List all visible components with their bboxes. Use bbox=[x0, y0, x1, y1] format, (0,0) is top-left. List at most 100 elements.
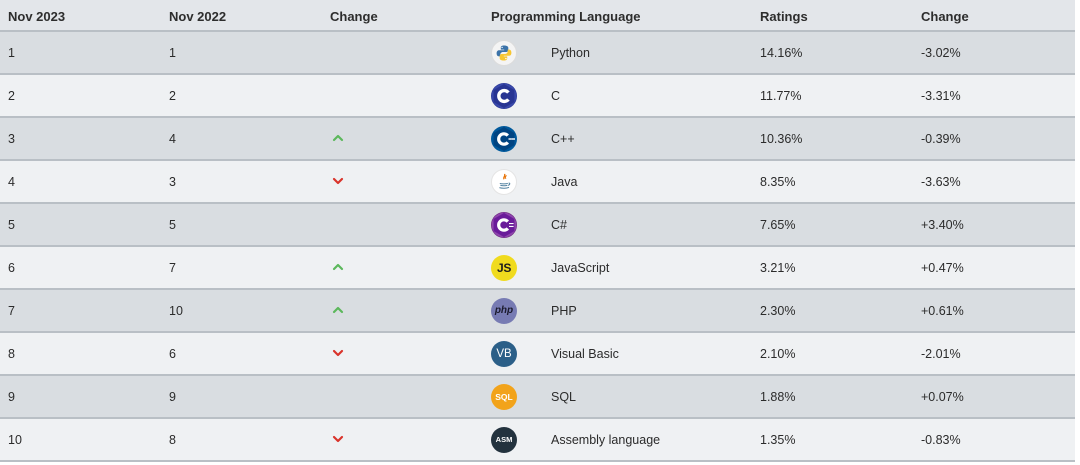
rating-value: 8.35% bbox=[760, 174, 796, 189]
language-name: Visual Basic bbox=[551, 346, 619, 361]
rank-nov-2022: 6 bbox=[169, 346, 176, 361]
table-row[interactable]: 2 2 C 11.77% -3.31% bbox=[0, 75, 1075, 118]
change-percent-value: -3.31% bbox=[921, 88, 961, 103]
assembly-logo-icon: ASM bbox=[491, 426, 551, 453]
language-name: PHP bbox=[551, 303, 577, 318]
change-percent-value: -0.83% bbox=[921, 432, 961, 447]
visual-basic-logo-icon: VB bbox=[491, 340, 551, 367]
header-nov-2023[interactable]: Nov 2023 bbox=[8, 8, 66, 24]
language-cell: C# bbox=[483, 211, 752, 238]
trend-up-icon bbox=[332, 305, 346, 315]
table-row[interactable]: 5 5 C# 7.65% +3.40% bbox=[0, 204, 1075, 247]
rank-nov-2022: 7 bbox=[169, 260, 176, 275]
table-row[interactable]: 8 6 VB Visual Basic 2.10% -2.01% bbox=[0, 333, 1075, 376]
cpp-logo-icon bbox=[491, 125, 551, 152]
header-change-percent[interactable]: Change bbox=[921, 8, 969, 24]
table-row[interactable]: 9 9 SQL SQL 1.88% +0.07% bbox=[0, 376, 1075, 419]
rank-change-cell bbox=[322, 132, 483, 146]
language-cell: php PHP bbox=[483, 297, 752, 324]
table-header: Nov 2023 Nov 2022 Change Programming Lan… bbox=[0, 0, 1075, 32]
rank-nov-2023: 1 bbox=[8, 45, 15, 60]
change-percent-value: -3.63% bbox=[921, 174, 961, 189]
rating-value: 1.88% bbox=[760, 389, 796, 404]
language-cell: C++ bbox=[483, 125, 752, 152]
rating-value: 1.35% bbox=[760, 432, 796, 447]
language-cell: JS JavaScript bbox=[483, 254, 752, 281]
table-row[interactable]: 7 10 php PHP 2.30% +0.61% bbox=[0, 290, 1075, 333]
rank-nov-2023: 4 bbox=[8, 174, 15, 189]
rank-change-cell bbox=[322, 261, 483, 275]
rating-value: 10.36% bbox=[760, 131, 803, 146]
language-name: SQL bbox=[551, 389, 577, 404]
rank-nov-2023: 9 bbox=[8, 389, 15, 404]
language-name: C# bbox=[551, 217, 567, 232]
table-row[interactable]: 10 8 ASM Assembly language 1.35% -0.83% bbox=[0, 419, 1075, 462]
table-row[interactable]: 1 1 Python 14.16% -3.02% bbox=[0, 32, 1075, 75]
c-logo-icon bbox=[491, 82, 551, 109]
rank-nov-2023: 10 bbox=[8, 432, 22, 447]
rating-value: 11.77% bbox=[760, 88, 802, 103]
sql-logo-icon: SQL bbox=[491, 383, 551, 410]
rank-nov-2022: 9 bbox=[169, 389, 176, 404]
language-cell: Java bbox=[483, 168, 752, 195]
language-cell: Python bbox=[483, 39, 752, 66]
change-percent-value: +3.40% bbox=[921, 217, 964, 232]
rank-nov-2023: 5 bbox=[8, 217, 15, 232]
change-percent-value: +0.47% bbox=[921, 260, 964, 275]
rating-value: 3.21% bbox=[760, 260, 796, 275]
rank-nov-2022: 4 bbox=[169, 131, 176, 146]
php-logo-icon: php bbox=[491, 297, 551, 324]
header-nov-2022[interactable]: Nov 2022 bbox=[169, 8, 227, 24]
rank-nov-2023: 2 bbox=[8, 88, 15, 103]
rank-nov-2022: 5 bbox=[169, 217, 176, 232]
rating-value: 2.10% bbox=[760, 346, 796, 361]
language-cell: C bbox=[483, 82, 752, 109]
header-programming-language[interactable]: Programming Language bbox=[491, 8, 641, 24]
language-cell: VB Visual Basic bbox=[483, 340, 752, 367]
language-name: Java bbox=[551, 174, 578, 189]
language-name: Python bbox=[551, 45, 590, 60]
javascript-logo-icon: JS bbox=[491, 254, 551, 281]
language-name: C++ bbox=[551, 131, 575, 146]
rank-change-cell bbox=[322, 433, 483, 447]
language-name: Assembly language bbox=[551, 432, 661, 447]
rank-nov-2022: 8 bbox=[169, 432, 176, 447]
change-percent-value: +0.61% bbox=[921, 303, 964, 318]
rank-nov-2022: 1 bbox=[169, 45, 176, 60]
rating-value: 7.65% bbox=[760, 217, 796, 232]
table-row[interactable]: 6 7 JS JavaScript 3.21% +0.47% bbox=[0, 247, 1075, 290]
rank-nov-2022: 2 bbox=[169, 88, 176, 103]
language-name: JavaScript bbox=[551, 260, 610, 275]
table-row[interactable]: 4 3 Java 8.35% -3.63% bbox=[0, 161, 1075, 204]
trend-up-icon bbox=[332, 133, 346, 143]
trend-down-icon bbox=[332, 434, 346, 444]
header-change-trend[interactable]: Change bbox=[330, 8, 378, 24]
rank-nov-2023: 3 bbox=[8, 131, 15, 146]
change-percent-value: -2.01% bbox=[921, 346, 961, 361]
java-logo-icon bbox=[491, 168, 551, 195]
table-row[interactable]: 3 4 C++ 10.36% -0.39% bbox=[0, 118, 1075, 161]
rank-nov-2023: 6 bbox=[8, 260, 15, 275]
change-percent-value: +0.07% bbox=[921, 389, 964, 404]
header-ratings[interactable]: Ratings bbox=[760, 8, 808, 24]
language-cell: SQL SQL bbox=[483, 383, 752, 410]
rank-change-cell bbox=[322, 347, 483, 361]
trend-up-icon bbox=[332, 262, 346, 272]
rating-value: 2.30% bbox=[760, 303, 796, 318]
csharp-logo-icon bbox=[491, 211, 551, 238]
rank-change-cell bbox=[322, 304, 483, 318]
rating-value: 14.16% bbox=[760, 45, 803, 60]
language-name: C bbox=[551, 88, 561, 103]
table-body: 1 1 Python 14.16% -3.02% 2 2 C 11.77% -3.31% 3 4 C++… bbox=[0, 32, 1075, 462]
rank-nov-2022: 10 bbox=[169, 303, 183, 318]
trend-down-icon bbox=[332, 348, 346, 358]
rank-change-cell bbox=[322, 175, 483, 189]
rank-nov-2023: 8 bbox=[8, 346, 15, 361]
python-logo-icon bbox=[491, 39, 551, 66]
change-percent-value: -3.02% bbox=[921, 45, 961, 60]
language-cell: ASM Assembly language bbox=[483, 426, 752, 453]
rank-nov-2023: 7 bbox=[8, 303, 15, 318]
change-percent-value: -0.39% bbox=[921, 131, 961, 146]
rank-nov-2022: 3 bbox=[169, 174, 176, 189]
